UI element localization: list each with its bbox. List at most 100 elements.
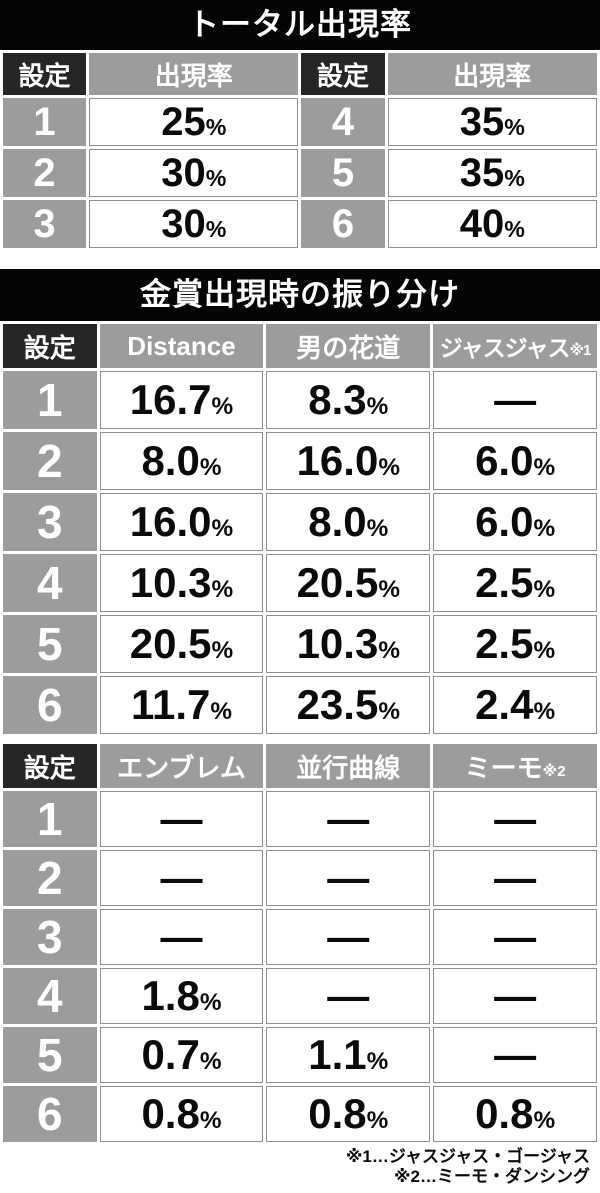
table3-header-row: 設定 エンブレム 並行曲線 ミーモ※2 [3,744,597,788]
value-cell: — [433,909,597,965]
setting-cell: 4 [3,968,97,1024]
value-cell: 8.3% [266,371,431,429]
value-cell: — [433,850,597,906]
percent-sign: % [504,215,525,242]
percent-sign: % [533,454,556,481]
footnote-marker: ※1 [569,342,591,359]
value-cell: 6.0% [433,432,597,490]
table3-row: 1 — — — [3,791,597,847]
setting-cell: 6 [3,676,97,734]
value-cell: — [433,968,597,1024]
setting-cell: 1 [3,98,87,146]
rate-value: 25 [161,99,206,144]
percent-sign: % [199,454,222,481]
value-cell: 30% [89,200,299,248]
table1-title: トータル出現率 [0,0,600,50]
percent-sign: % [504,113,525,140]
table2-row: 2 8.0% 16.0% 6.0% [3,432,597,490]
value-cell: 30% [89,149,299,197]
setting-header: 設定 [3,744,97,788]
percent-sign: % [533,515,556,542]
value-cell: 35% [387,149,597,197]
table3-gold-distribution-continued: 設定 エンブレム 並行曲線 ミーモ※2 1 — — — 2 — — — 3 — … [0,741,600,1145]
percent-sign: % [378,576,400,603]
percent-sign: % [366,515,389,542]
table2-title: 金賞出現時の振り分け [0,269,600,321]
value-cell: 0.8% [99,1086,264,1142]
percent-sign: % [366,1107,389,1134]
value-cell: 2.4% [433,676,597,734]
table1-row: 3 30% 6 40% [3,200,597,248]
setting-cell: 4 [301,98,385,146]
setting-cell: 6 [3,1086,97,1142]
table3-row: 6 0.8% 0.8% 0.8% [3,1086,597,1142]
setting-header: 設定 [3,324,97,368]
value-cell: — [433,1027,597,1083]
section-gap [0,251,600,269]
table3-row: 5 0.7% 1.1% — [3,1027,597,1083]
value-cell: 2.5% [433,615,597,673]
column-header-miimo: ミーモ※2 [433,744,597,788]
setting-cell: 5 [3,1027,97,1083]
percent-sign: % [211,393,234,420]
percent-sign: % [533,698,556,725]
value-cell: 40% [387,200,597,248]
percent-sign: % [533,637,556,664]
percent-sign: % [199,1048,222,1075]
setting-cell: 1 [3,791,97,847]
value-cell: 11.7% [99,676,264,734]
setting-cell: 5 [3,615,97,673]
setting-cell: 5 [301,149,385,197]
table3-row: 3 — — — [3,909,597,965]
setting-cell: 1 [3,371,97,429]
table2-row: 3 16.0% 8.0% 6.0% [3,493,597,551]
footnote-marker: ※2 [542,762,566,780]
setting-cell: 2 [3,149,87,197]
footnote-1: ※1…ジャスジャス・ゴージャス [345,1147,590,1166]
percent-sign: % [533,1107,556,1134]
percent-sign: % [211,515,234,542]
value-cell: 2.5% [433,554,597,612]
setting-cell: 3 [3,493,97,551]
value-cell: 8.0% [99,432,264,490]
value-cell: 1.8% [99,968,264,1024]
percent-sign: % [366,393,389,420]
percent-sign: % [211,576,234,603]
rate-value: 35 [459,99,505,144]
column-header-otoko-no-hanamichi: 男の花道 [266,324,431,368]
value-cell: — [99,909,264,965]
rate-header: 出現率 [387,53,597,95]
value-cell: 1.1% [266,1027,431,1083]
value-cell: 16.7% [99,371,264,429]
value-cell: — [99,791,264,847]
percent-sign: % [533,576,556,603]
table2-row: 1 16.7% 8.3% — [3,371,597,429]
value-cell: — [433,791,597,847]
rate-value: 35 [459,150,505,195]
column-header-heikou-kyokusen: 並行曲線 [266,744,431,788]
table2-header-row: 設定 Distance 男の花道 ジャスジャス※1 [3,324,597,368]
table1-header-row: 設定 出現率 設定 出現率 [3,53,597,95]
setting-cell: 3 [3,909,97,965]
rate-value: 40 [459,201,505,246]
percent-sign: % [199,1107,222,1134]
setting-cell: 3 [3,200,87,248]
setting-cell: 4 [3,554,97,612]
table2-row: 5 20.5% 10.3% 2.5% [3,615,597,673]
rate-header: 出現率 [89,53,299,95]
value-cell: — [266,850,431,906]
setting-cell: 6 [301,200,385,248]
value-cell: — [266,909,431,965]
value-cell: — [266,791,431,847]
value-cell: — [433,371,597,429]
column-header-emblem: エンブレム [99,744,264,788]
table1-row: 1 25% 4 35% [3,98,597,146]
value-cell: 8.0% [266,493,431,551]
value-cell: 35% [387,98,597,146]
value-cell: — [266,968,431,1024]
table2-gold-distribution: 設定 Distance 男の花道 ジャスジャス※1 1 16.7% 8.3% —… [0,321,600,737]
setting-header: 設定 [3,53,87,95]
table1-total-rate: 設定 出現率 設定 出現率 1 25% 4 35% 2 30% 5 35% 3 … [0,50,600,251]
percent-sign: % [205,113,227,140]
